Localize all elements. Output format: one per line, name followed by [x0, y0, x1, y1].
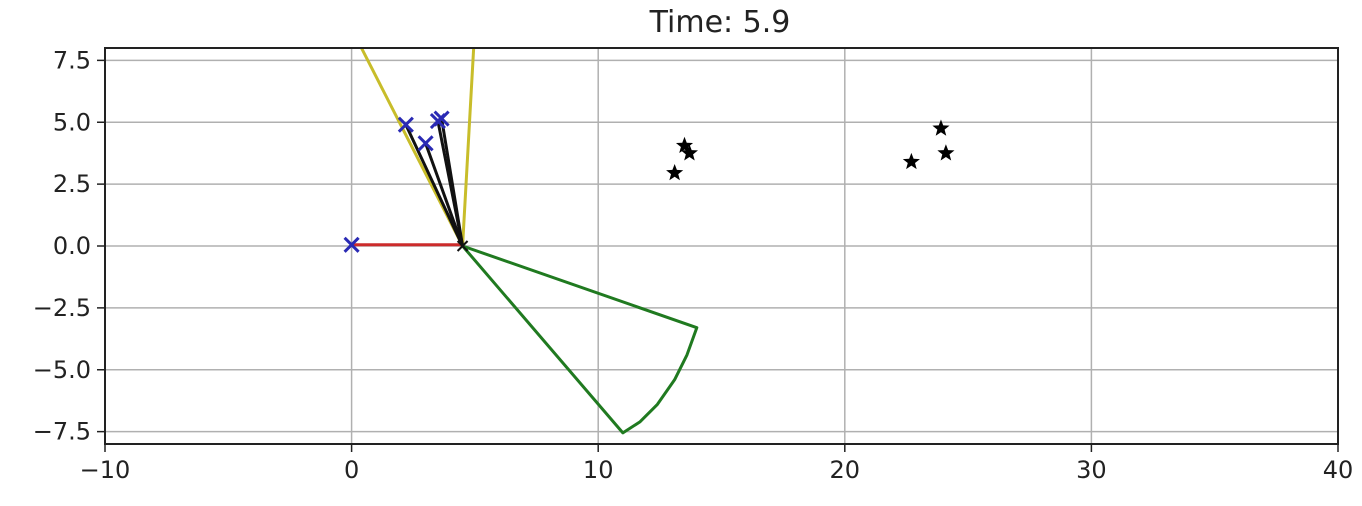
- green-shape: [461, 244, 699, 435]
- black-line: [404, 123, 465, 248]
- star-marker: [680, 144, 698, 161]
- blue-x-stroke: [343, 236, 360, 253]
- y-tick-label: −7.5: [33, 418, 91, 446]
- chart-title: Time: 5.9: [649, 5, 791, 40]
- marker-layer: [343, 110, 955, 253]
- blue-x-stroke: [433, 110, 450, 127]
- star-marker: [902, 152, 920, 170]
- blue-x-stroke: [417, 135, 434, 152]
- grid: [104, 48, 1339, 444]
- ticks: −10 0 10 20 30 40 7.5 5.0 2.5 0.0 −2.5 −5.0 −7.5: [33, 46, 1354, 484]
- x-tick-label: −10: [80, 456, 131, 484]
- x-tick-label: 10: [583, 456, 614, 484]
- star-marker: [937, 144, 955, 161]
- yellow-line: [461, 48, 476, 248]
- black-x-marker: [456, 240, 469, 252]
- blue-x-marker: [397, 116, 414, 133]
- star-marker: [675, 136, 694, 154]
- star-marker: [666, 163, 684, 181]
- y-tick-label: 0.0: [53, 232, 91, 260]
- black-x-stroke: [456, 240, 469, 252]
- y-tick-label: 7.5: [53, 46, 91, 74]
- x-tick-label: 0: [344, 456, 359, 484]
- x-tick-label: 40: [1323, 456, 1354, 484]
- x-tick-label: 30: [1076, 456, 1107, 484]
- blue-x-marker: [343, 236, 360, 253]
- black-line: [424, 141, 465, 248]
- y-tick-label: −5.0: [33, 356, 91, 384]
- x-tick-label: 20: [830, 456, 861, 484]
- black-line: [440, 117, 465, 248]
- blue-x-stroke: [397, 116, 414, 133]
- y-tick-label: −2.5: [33, 294, 91, 322]
- y-tick-label: 5.0: [53, 108, 91, 136]
- blue-x-marker: [433, 110, 450, 127]
- data-layer: [350, 48, 699, 435]
- y-tick-label: 2.5: [53, 170, 91, 198]
- blue-x-marker: [417, 135, 434, 152]
- star-marker: [932, 119, 950, 136]
